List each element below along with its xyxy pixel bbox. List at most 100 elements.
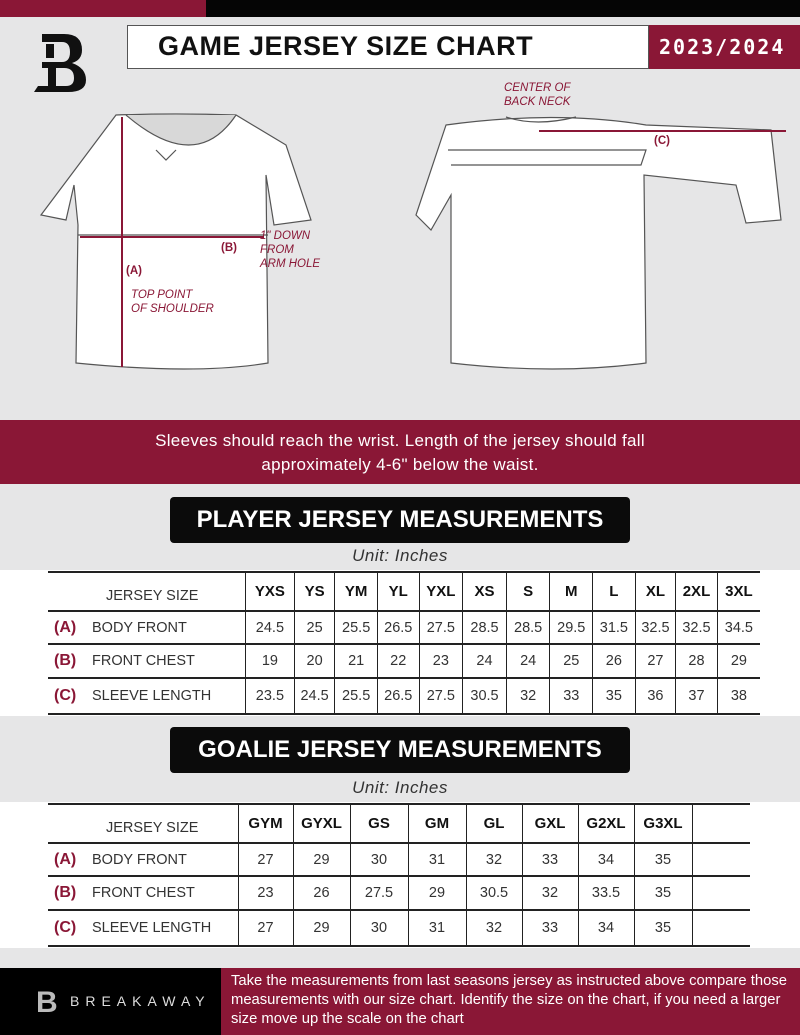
cell-value: 37 — [675, 677, 718, 715]
instructions-line-2: approximately 4-6" below the waist. — [261, 455, 539, 474]
size-header: L — [592, 571, 636, 612]
footer-logo-icon: B — [36, 986, 58, 1019]
cell-value: 25.5 — [334, 610, 378, 645]
cell-value: 25 — [549, 643, 593, 679]
cell-value: 25 — [293, 610, 335, 645]
cell-value: 35 — [633, 875, 692, 911]
cell-value: 28 — [675, 643, 718, 679]
size-header: M — [549, 571, 593, 612]
jersey-diagram — [39, 113, 786, 370]
cell-value: 32 — [465, 842, 522, 877]
row-name: SLEEVE LENGTH — [92, 920, 212, 936]
cell-value: 23 — [237, 875, 293, 911]
cell-value: 35 — [592, 677, 636, 715]
footer-instructions: Take the measurements from last seasons … — [221, 968, 800, 1035]
player-unit: Unit: Inches — [352, 546, 448, 565]
size-header: G2XL — [577, 803, 634, 844]
size-header: XS — [462, 571, 507, 612]
cell-value: 31.5 — [592, 610, 636, 645]
cell-value: 27 — [634, 643, 676, 679]
size-header-row: JERSEY SIZE YXS YS YM YL YXL XS S M L XL 2XL 3XL — [48, 571, 760, 612]
cell-value: 26 — [592, 643, 636, 679]
cell-value: 25.5 — [334, 677, 378, 715]
cell-value: 27 — [237, 842, 293, 877]
cell-value: 24 — [462, 643, 507, 679]
instructions-band: Sleeves should reach the wrist. Length o… — [0, 420, 800, 484]
row-label: (B) FRONT CHEST — [48, 875, 238, 911]
cell-value: 38 — [716, 677, 760, 715]
cell-value: 28.5 — [505, 610, 550, 645]
jersey-size-label: JERSEY SIZE — [48, 803, 238, 844]
size-header: XL — [634, 571, 676, 612]
size-header: YXS — [244, 571, 295, 612]
player-table-title: PLAYER JERSEY MEASUREMENTS — [170, 497, 630, 543]
size-header: 2XL — [675, 571, 718, 612]
cell-value: 30.5 — [465, 875, 522, 911]
row-label: (B) FRONT CHEST — [48, 643, 246, 679]
cell-value: 32 — [465, 909, 522, 947]
row-name: SLEEVE LENGTH — [92, 688, 212, 704]
cell-value: 33.5 — [577, 875, 634, 911]
cell-value: 26 — [292, 875, 350, 911]
cell-value: 22 — [376, 643, 420, 679]
cell-value: 27.5 — [349, 875, 408, 911]
cell-value: 33 — [549, 677, 593, 715]
goalie-table: JERSEY SIZE GYM GYXL GS GM GL GXL G2XL G3XL (A) BO… — [48, 803, 750, 947]
size-header: GYM — [237, 803, 293, 844]
cell-value: 30.5 — [462, 677, 507, 715]
row-name: FRONT CHEST — [92, 653, 195, 669]
cell-value: 20 — [293, 643, 335, 679]
back-jersey — [415, 116, 782, 370]
cell-value: 29 — [292, 842, 350, 877]
cell-value — [691, 875, 750, 911]
top-bar — [206, 0, 800, 17]
size-header — [691, 803, 750, 844]
size-header: 3XL — [716, 571, 760, 612]
row-name: BODY FRONT — [92, 619, 187, 636]
row-letter: (A) — [54, 850, 77, 868]
label-one-inch-down: 1" DOWN FROM ARM HOLE — [260, 230, 321, 270]
cell-value: 32.5 — [634, 610, 676, 645]
size-header: GS — [349, 803, 408, 844]
size-header: GL — [465, 803, 522, 844]
table-row: (A) BODY FRONT 24.5 25 25.5 26.5 27.5 28.5 28.5 2… — [48, 610, 760, 645]
cell-value: 27.5 — [418, 610, 463, 645]
cell-value: 35 — [633, 842, 692, 877]
cell-value: 26.5 — [376, 677, 420, 715]
size-header: YM — [334, 571, 378, 612]
label-center-back-neck: CENTER OF BACK NECK — [504, 82, 571, 108]
season-badge: 2023/2024 — [649, 25, 800, 69]
cell-value: 29 — [716, 643, 760, 679]
cell-value: 21 — [334, 643, 378, 679]
goalie-table-title: GOALIE JERSEY MEASUREMENTS — [170, 727, 630, 773]
row-letter: (C) — [54, 919, 77, 936]
row-letter: (B) — [54, 884, 77, 901]
row-letter: (A) — [54, 618, 77, 636]
cell-value: 36 — [634, 677, 676, 715]
cell-value: 33 — [521, 909, 578, 947]
table-row: (B) FRONT CHEST 23 26 27.5 29 30.5 32 33.5 35 — [48, 875, 750, 911]
row-name: FRONT CHEST — [92, 885, 195, 901]
cell-value: 32 — [521, 875, 578, 911]
breakaway-logo — [34, 34, 86, 92]
size-header-row: JERSEY SIZE GYM GYXL GS GM GL GXL G2XL G3XL — [48, 803, 750, 844]
row-letter: (C) — [54, 687, 77, 704]
size-header: GYXL — [292, 803, 350, 844]
goalie-unit: Unit: Inches — [352, 778, 448, 797]
size-header: GM — [407, 803, 466, 844]
player-table: JERSEY SIZE YXS YS YM YL YXL XS S M L XL 2XL 3XL (A) B… — [48, 571, 760, 715]
cell-value: 27.5 — [418, 677, 463, 715]
footer-brand: BREAKAWAY — [70, 993, 211, 1009]
cell-value — [691, 842, 750, 877]
front-jersey — [39, 113, 312, 370]
cell-value: 23 — [418, 643, 463, 679]
cell-value: 35 — [633, 909, 692, 947]
cell-value: 28.5 — [462, 610, 507, 645]
cell-value: 24 — [505, 643, 550, 679]
cell-value: 30 — [349, 842, 408, 877]
cell-value: 29 — [407, 875, 466, 911]
cell-value: 31 — [407, 842, 466, 877]
table-row: (C) SLEEVE LENGTH 23.5 24.5 25.5 26.5 27.5 30.5… — [48, 677, 760, 715]
footer-logo-area — [0, 968, 221, 1035]
label-b: (B) — [221, 242, 237, 254]
